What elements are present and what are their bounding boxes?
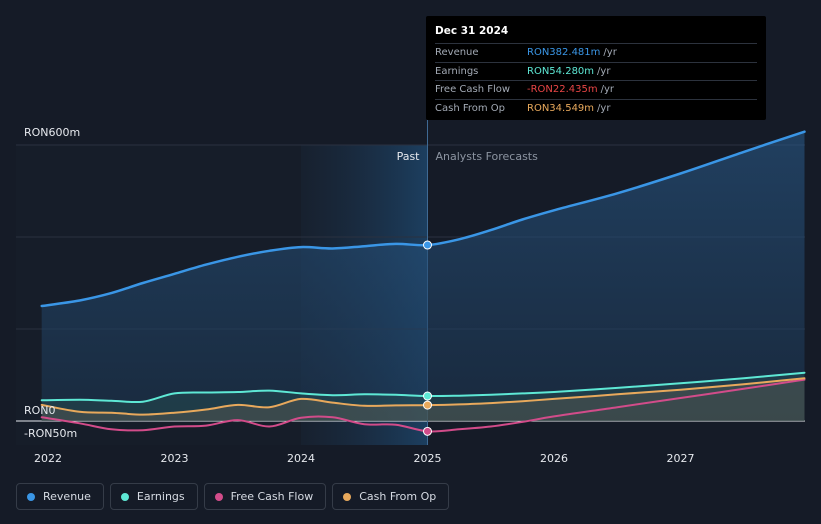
legend-dot-icon [27, 492, 35, 501]
legend-item-earnings[interactable]: Earnings [109, 483, 198, 510]
tooltip-unit: /yr [597, 102, 611, 114]
legend-item-cash-from-op[interactable]: Cash From Op [332, 483, 450, 510]
legend-item-free-cash-flow[interactable]: Free Cash Flow [203, 483, 327, 510]
legend-label: Cash From Op [359, 490, 437, 503]
tooltip-value: RON382.481m [527, 47, 601, 59]
tooltip-unit: /yr [603, 47, 617, 59]
revenue-area [41, 131, 805, 421]
x-axis-label: 2024 [287, 452, 315, 465]
earnings-marker [423, 391, 432, 401]
tooltip-value: -RON22.435m [527, 84, 598, 96]
revenue-marker [423, 240, 432, 250]
legend-label: Earnings [136, 490, 185, 503]
legend-label: Revenue [43, 490, 91, 503]
revenue-line [40, 130, 806, 308]
tooltip-row-earnings: Earnings RON54.280m/yr [435, 61, 757, 81]
forecast-label: Analysts Forecasts [436, 150, 539, 163]
tooltip-unit: /yr [597, 65, 611, 77]
legend-dot-icon [214, 492, 223, 501]
earnings-line [40, 371, 806, 404]
tooltip-label: Earnings [435, 65, 479, 77]
y-axis-label: RON600m [24, 126, 80, 139]
tooltip-value: RON54.280m [527, 65, 595, 77]
legend-dot-icon [343, 492, 352, 501]
free-cash-flow-line [40, 378, 806, 433]
tooltip-row-cash-from-op: Cash From Op RON34.549m/yr [435, 98, 757, 118]
cash-from-op-line [40, 377, 806, 416]
x-axis-label: 2026 [540, 452, 568, 465]
x-axis-label: 2025 [414, 452, 442, 465]
x-axis-label: 2027 [667, 452, 695, 465]
y-axis-label: -RON50m [24, 427, 77, 440]
past-label: Past [397, 150, 421, 163]
legend-dot-icon [120, 492, 129, 501]
x-axis-label: 2022 [34, 452, 62, 465]
tooltip-value: RON34.549m [527, 102, 595, 114]
tooltip-date: Dec 31 2024 [435, 25, 509, 37]
x-axis-label: 2023 [161, 452, 189, 465]
y-axis-label: RON0 [24, 404, 56, 417]
tooltip-row-free-cash-flow: Free Cash Flow -RON22.435m/yr [435, 80, 757, 99]
tooltip-label: Free Cash Flow [435, 84, 511, 96]
cash-from-op-area [41, 378, 805, 421]
tooltip-row-revenue: Revenue RON382.481m/yr [435, 43, 757, 62]
legend-label: Free Cash Flow [230, 490, 314, 503]
cash-from-op-marker [423, 400, 432, 410]
tooltip-label: Cash From Op [435, 102, 506, 114]
tooltip-label: Revenue [435, 47, 479, 59]
free-cash-flow-marker [423, 426, 432, 436]
legend: Revenue Earnings Free Cash Flow Cash From O… [16, 483, 450, 510]
legend-item-revenue[interactable]: Revenue [16, 483, 104, 510]
tooltip: Dec 31 2024 Revenue RON382.481m/yr Earning… [426, 16, 766, 120]
tooltip-unit: /yr [600, 84, 615, 96]
